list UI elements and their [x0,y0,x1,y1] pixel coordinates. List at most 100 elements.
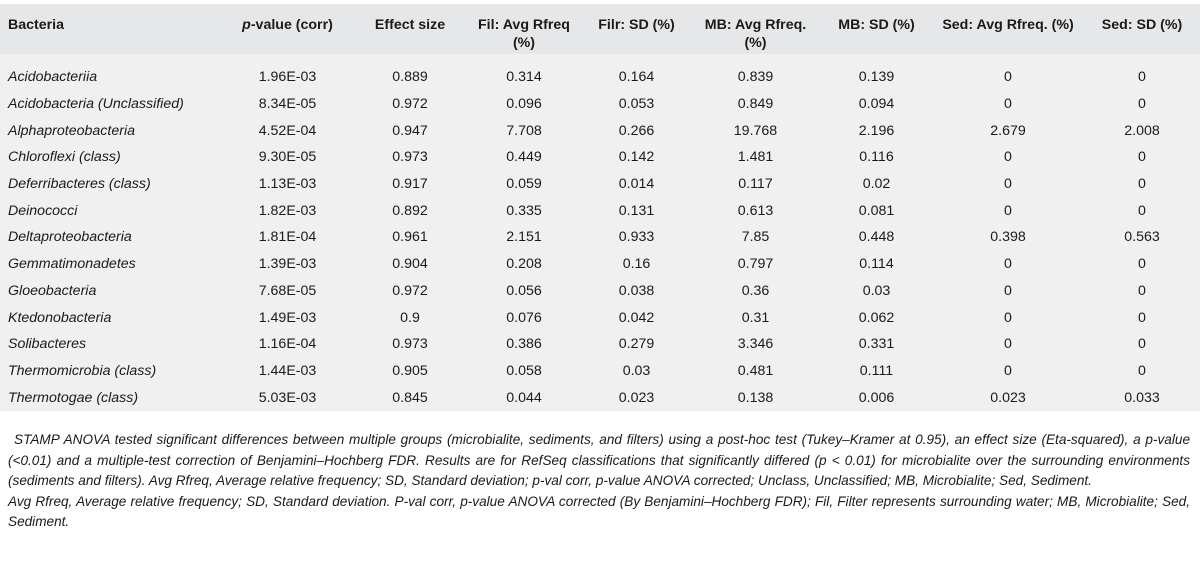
table-row: Thermotogae (class) 5.03E-03 0.845 0.044 0.0… [0,384,1200,411]
value-cell: 0.973 [392,336,428,353]
table-row: Deinococci 1.82E-03 0.892 0.335 0.131 0.613 0.… [0,197,1200,225]
value-cell: 0.081 [858,202,895,219]
value-cell: 0.892 [392,202,428,219]
value-cell: 1.39E-03 [258,256,317,273]
value-cell: 2.008 [1124,122,1160,139]
value-cell: 0 [1004,202,1012,219]
value-cell: 0.139 [858,69,895,86]
value-cell: 0 [1004,282,1012,299]
value-cell: 0.449 [506,149,542,166]
table-row: Gloeobacteria 7.68E-05 0.972 0.056 0.038 0.36… [0,277,1200,305]
header-cell: MB: Avg Rfreq. (%) [704,17,807,51]
value-cell: 0.279 [618,336,655,353]
value-cell: 0 [1004,256,1012,273]
value-cell: 1.82E-03 [258,202,317,219]
table-row: Deltaproteobacteria 1.81E-04 0.961 2.151 0.9… [0,224,1200,251]
value-cell: 7.68E-05 [258,282,317,299]
value-cell: 0.023 [618,389,655,406]
value-cell: 0.797 [737,256,774,273]
value-cell: 0.058 [506,362,542,379]
value-cell: 0.164 [618,69,655,86]
table-row: Acidobacteriia 1.96E-03 0.889 0.314 0.164 0.8… [0,64,1200,91]
bacteria-table: Bacteria p-value (corr) Effect size Fil:… [0,4,1200,411]
value-cell: 0.314 [506,69,542,86]
value-cell: 0.03 [622,362,651,379]
value-cell: 1.49E-03 [258,309,317,326]
value-cell: 3.346 [737,336,774,353]
value-cell: 0.056 [506,282,542,299]
value-cell: 0 [1004,176,1012,193]
table-row: Alphaproteobacteria 4.52E-04 0.947 7.708 0.2… [0,117,1200,145]
value-cell: 0.208 [506,256,542,273]
value-cell: 0 [1004,96,1012,113]
value-cell: 2.196 [858,122,895,139]
value-cell: 0.849 [737,96,774,113]
value-cell: 0.038 [618,282,655,299]
table-row: Ktedonobacteria 1.49E-03 0.9 0.076 0.042 0.31… [0,304,1200,331]
table-row: Gemmatimonadetes 1.39E-03 0.904 0.208 0.16 0.… [0,250,1200,278]
value-cell: 0.076 [506,309,542,326]
bacteria-name-cell: Deinococci [8,202,78,219]
value-cell: 0.331 [858,336,895,353]
value-cell: 0 [1138,362,1146,379]
value-cell: 0.972 [392,96,428,113]
value-cell: 1.16E-04 [258,336,317,353]
value-cell: 0.448 [858,229,895,246]
value-cell: 0.062 [858,309,895,326]
header-cell: p-value (corr) [242,17,333,33]
value-cell: 0.36 [741,282,770,299]
value-cell: 0.335 [506,202,542,219]
value-cell: 0.398 [990,229,1026,246]
value-cell: 1.81E-04 [258,229,317,246]
value-cell: 0.006 [858,389,895,406]
value-cell: 0.042 [618,309,655,326]
value-cell: 0 [1138,282,1146,299]
value-cell: 0.03 [862,282,891,299]
table-row: Deferribacteres (class) 1.13E-03 0.917 0.05… [0,170,1200,198]
value-cell: 1.13E-03 [258,176,317,193]
bacteria-name-cell: Deferribacteres (class) [8,176,151,193]
header-cell: Sed: SD (%) [1101,17,1183,33]
bacteria-name-cell: Ktedonobacteria [8,309,112,326]
bacteria-name-cell: Acidobacteriia [8,69,98,86]
table-row: Solibacteres 1.16E-04 0.973 0.386 0.279 3.346… [0,330,1200,358]
bacteria-name-cell: Thermomicrobia (class) [8,362,157,379]
value-cell: 0.947 [392,122,428,139]
value-cell: 0.839 [737,69,774,86]
value-cell: 0.889 [392,69,428,86]
value-cell: 0.111 [859,362,894,379]
value-cell: 0 [1138,69,1146,86]
value-cell: 0 [1004,362,1012,379]
header-cell: Bacteria [8,17,64,33]
bacteria-name-cell: Gloeobacteria [8,282,97,299]
value-cell: 8.34E-05 [258,96,317,113]
table-row: Thermomicrobia (class) 1.44E-03 0.905 0.058… [0,357,1200,385]
value-cell: 0.266 [618,122,655,139]
value-cell: 0.845 [392,389,428,406]
value-cell: 0 [1138,149,1146,166]
value-cell: 0.917 [392,176,428,193]
value-cell: 0 [1004,336,1012,353]
value-cell: 0.116 [859,149,894,166]
bacteria-name-cell: Deltaproteobacteria [8,229,132,246]
table-spacer [0,54,1200,64]
value-cell: 0.131 [618,202,655,219]
bacteria-name-cell: Acidobacteria (Unclassified) [8,96,184,113]
header-cell: MB: SD (%) [838,17,915,33]
value-cell: 0.481 [737,362,774,379]
value-cell: 0.31 [741,309,770,326]
value-cell: 0.961 [392,229,428,246]
bacteria-name-cell: Solibacteres [8,336,87,353]
header-cell: Sed: Avg Rfreq. (%) [942,17,1074,33]
bacteria-name-cell: Gemmatimonadetes [8,256,136,273]
value-cell: 0.059 [506,176,542,193]
value-cell: 0 [1004,309,1012,326]
bacteria-name-cell: Chloroflexi (class) [8,149,121,166]
value-cell: 5.03E-03 [258,389,317,406]
header-row: Bacteria p-value (corr) Effect size Fil:… [0,4,1200,54]
table-row: Chloroflexi (class) 9.30E-05 0.973 0.449 0.1… [0,144,1200,171]
value-cell: 0.014 [618,176,655,193]
value-cell: 0 [1004,149,1012,166]
header-cell: Filr: SD (%) [598,17,675,33]
